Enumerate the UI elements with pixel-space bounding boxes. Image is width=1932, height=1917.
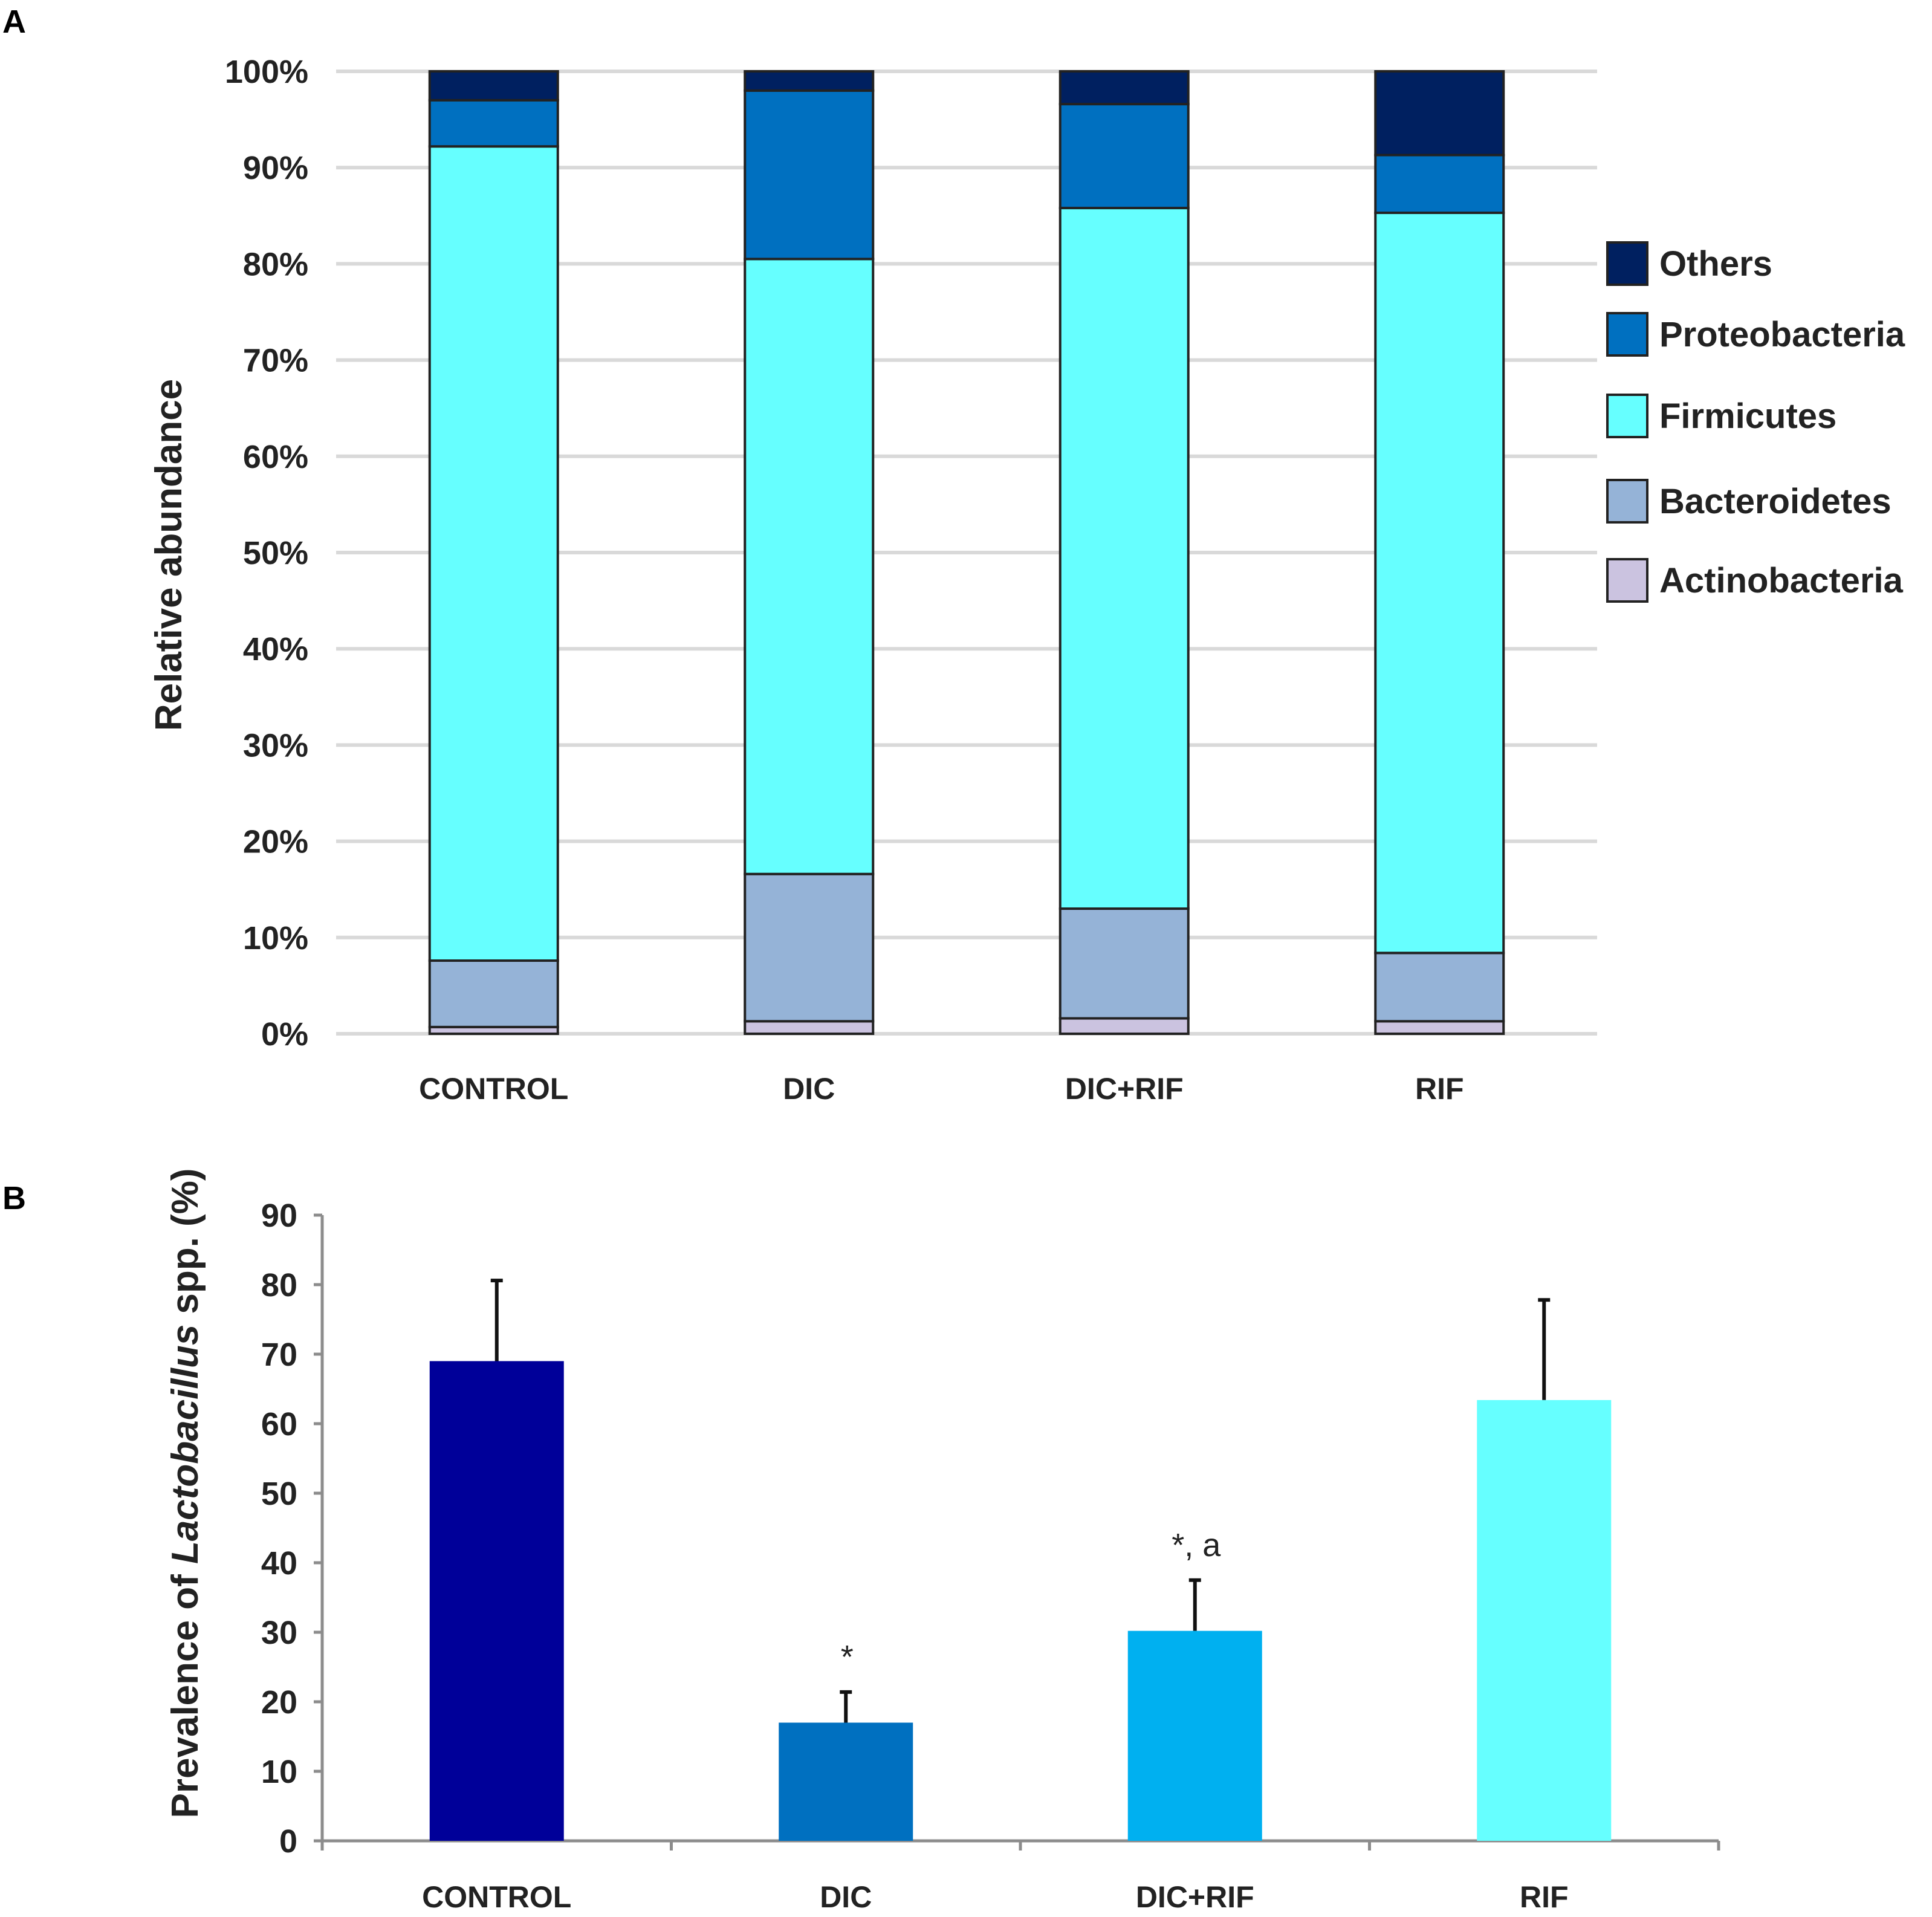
x-category-label: RIF [1520,1880,1569,1914]
y-tick-label: 30% [243,727,308,764]
legend-swatch [1606,558,1648,603]
segment-others [744,70,875,92]
significance-annotation: * [841,1639,854,1675]
legend-item-bacteroidetes: Bacteroidetes [1606,479,1891,524]
bar-rect [1127,1630,1262,1841]
x-category-label: DIC [820,1880,872,1914]
panel-b-x-categories: CONTROL DIC DIC+RIF RIF [422,1880,1568,1914]
legend-swatch [1606,479,1648,524]
legend-label: Firmicutes [1659,397,1836,436]
x-category-label: DIC [783,1072,835,1106]
legend-item-proteobacteria: Proteobacteria [1606,312,1905,357]
segment-others [1374,70,1505,157]
panel-b-chart: B 0 10 20 30 40 50 60 70 80 90 Prevalence of Lact… [2,1169,1720,1914]
segment-actinobacteria [744,1020,875,1035]
y-tick-label: 0 [279,1823,297,1860]
x-category-label: RIF [1415,1072,1464,1106]
bar-rect [429,1361,564,1841]
y-tick-label: 80% [243,246,308,282]
segment-actinobacteria [1058,1017,1190,1035]
stacked-bar-dic-rif [1058,70,1190,1035]
ylabel-suffix: spp. (%) [164,1169,206,1325]
legend-label: Bacteroidetes [1659,482,1891,521]
segment-proteobacteria [1058,103,1190,210]
panel-b-y-ticks: 0 10 20 30 40 50 60 70 80 90 [261,1198,297,1860]
y-tick-label: 10 [261,1754,297,1790]
bar-rect [1477,1400,1612,1841]
y-tick-label: 70% [243,343,308,379]
legend-swatch [1606,241,1648,286]
bar-rect [779,1722,913,1841]
segment-proteobacteria [428,99,559,148]
legend-label: Proteobacteria [1659,315,1905,354]
y-tick-label: 20 [261,1684,297,1721]
y-tick-label: 10% [243,920,308,956]
y-tick-label: 60 [261,1406,297,1442]
bar-dic-rif: *, a [1127,1527,1262,1841]
panel-b-label: B [2,1180,26,1216]
panel-b-y-axis-title: Prevalence of Lactobacillus spp. (%) [164,1169,206,1818]
legend-label: Others [1659,244,1772,284]
y-tick-label: 90% [243,150,308,186]
y-tick-label: 90 [261,1198,297,1234]
y-tick-label: 50 [261,1476,297,1512]
panel-a-chart: A 0% 10% 20% 30% 40% 50% 60% 70% 80% 90% 100% Rela… [2,4,1905,1106]
legend-swatch [1606,312,1648,357]
segment-firmicutes [1374,212,1505,955]
y-tick-label: 100% [225,54,308,90]
legend-item-actinobacteria: Actinobacteria [1606,558,1904,603]
legend-swatch [1606,394,1648,438]
x-category-label: CONTROL [422,1880,571,1914]
y-tick-label: 60% [243,439,308,475]
x-category-label: CONTROL [419,1072,568,1106]
segment-bacteroidetes [428,959,559,1028]
panel-a-legend: Others Proteobacteria Firmicutes Bacteroide… [1606,241,1905,603]
segment-bacteroidetes [1374,952,1505,1023]
segment-firmicutes [428,145,559,962]
segment-bacteroidetes [1058,907,1190,1020]
bar-rif [1477,1298,1612,1841]
segment-actinobacteria [1374,1020,1505,1035]
y-tick-label: 80 [261,1267,297,1303]
y-tick-label: 50% [243,535,308,571]
legend-label: Actinobacteria [1659,561,1904,600]
stacked-bar-control [428,70,559,1035]
x-category-label: DIC+RIF [1065,1072,1184,1106]
y-tick-label: 0% [261,1016,308,1053]
panel-a-stacked-bars [428,70,1505,1035]
panel-a-y-axis-title: Relative abundance [148,379,190,731]
segment-firmicutes [744,258,875,875]
segment-others [428,70,559,102]
y-tick-label: 20% [243,824,308,860]
segment-firmicutes [1058,207,1190,910]
panel-a-label: A [2,4,26,40]
stacked-bar-dic [744,70,875,1035]
ylabel-genus: Lactobacillus [164,1325,206,1564]
ylabel-prefix: Prevalence of [164,1564,206,1818]
legend-item-firmicutes: Firmicutes [1606,394,1836,438]
y-tick-label: 70 [261,1337,297,1373]
y-tick-label: 30 [261,1615,297,1651]
segment-others [1058,70,1190,106]
segment-proteobacteria [744,89,875,261]
significance-annotation: *, a [1172,1527,1221,1563]
y-tick-label: 40% [243,631,308,667]
x-category-label: DIC+RIF [1136,1880,1254,1914]
panel-a-y-ticks: 0% 10% 20% 30% 40% 50% 60% 70% 80% 90% 100% [225,54,308,1053]
panel-b-bars: * *, a [429,1279,1612,1841]
bar-dic: * [779,1639,913,1841]
bar-control [429,1279,564,1841]
segment-bacteroidetes [744,872,875,1023]
segment-proteobacteria [1374,154,1505,215]
panel-a-x-categories: CONTROL DIC DIC+RIF RIF [419,1072,1464,1106]
y-tick-label: 40 [261,1545,297,1581]
stacked-bar-rif [1374,70,1505,1035]
legend-item-others: Others [1606,241,1772,286]
